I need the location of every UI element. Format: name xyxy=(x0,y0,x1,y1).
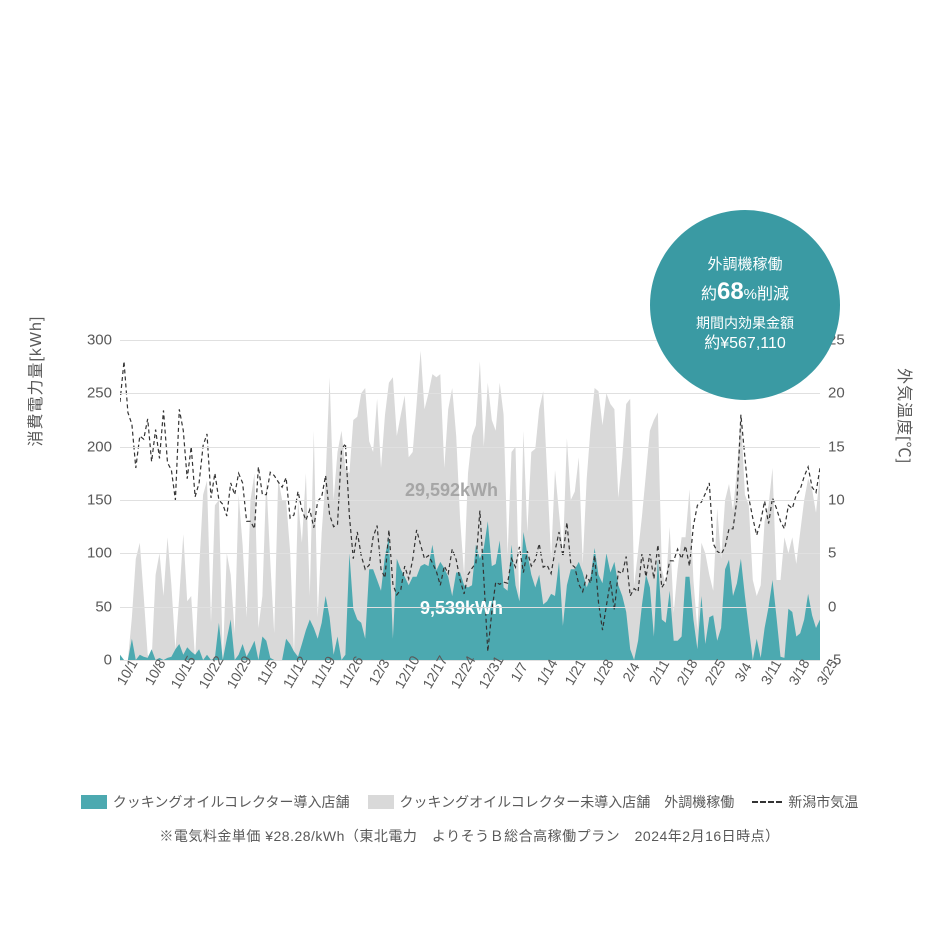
y-left-tick: 200 xyxy=(87,438,112,455)
x-axis: 10/110/810/1510/2210/2911/511/1211/1911/… xyxy=(120,660,820,720)
x-tick: 1/28 xyxy=(589,656,616,688)
y-axis-right: -50510152025 xyxy=(822,340,880,660)
series-gray-total: 29,592kWh xyxy=(405,480,498,501)
x-tick: 3/25 xyxy=(813,656,840,688)
badge-line2: 約68%削減 xyxy=(701,276,789,308)
legend-label: クッキングオイルコレクター未導入店舗 外調機稼働 xyxy=(400,792,735,812)
y-left-tick: 300 xyxy=(87,332,112,349)
legend-item: クッキングオイルコレクター導入店舗 xyxy=(81,792,350,812)
x-tick: 3/18 xyxy=(785,656,812,688)
y-left-label: 消費電力量[kWh] xyxy=(22,316,46,447)
badge-percent-unit: % xyxy=(744,286,757,303)
grid-line xyxy=(120,447,820,448)
legend: クッキングオイルコレクター導入店舗 クッキングオイルコレクター未導入店舗 外調機稼… xyxy=(0,792,939,812)
y-axis-left: 050100150200250300 xyxy=(60,340,118,660)
grid-line xyxy=(120,553,820,554)
y-right-tick: 0 xyxy=(828,598,836,615)
x-tick: 1/14 xyxy=(533,656,560,688)
badge-yen-value: ¥567,110 xyxy=(720,335,786,352)
badge-line4: 約¥567,110 xyxy=(704,333,786,355)
x-tick: 2/4 xyxy=(619,660,643,685)
grid-line xyxy=(120,607,820,608)
y-left-tick: 100 xyxy=(87,545,112,562)
y-left-tick: 50 xyxy=(95,598,112,615)
legend-dash xyxy=(752,801,782,803)
y-left-tick: 0 xyxy=(104,652,112,669)
x-tick: 2/25 xyxy=(701,656,728,688)
x-tick: 1/21 xyxy=(561,656,588,688)
x-tick: 2/11 xyxy=(645,657,672,688)
y-right-tick: 20 xyxy=(828,385,845,402)
x-tick: 11/5 xyxy=(253,657,280,688)
y-left-tick: 150 xyxy=(87,492,112,509)
y-right-tick: 10 xyxy=(828,492,845,509)
badge-about-2: 約 xyxy=(704,335,720,352)
legend-item: クッキングオイルコレクター未導入店舗 外調機稼働 xyxy=(368,792,735,812)
y-right-tick: 5 xyxy=(828,545,836,562)
footnote: ※電気料金単価 ¥28.28/kWh（東北電力 よりそうＢ総合高稼働プラン 20… xyxy=(0,826,939,846)
badge-about-1: 約 xyxy=(701,286,717,303)
x-tick: 10/1 xyxy=(113,656,140,688)
x-tick: 3/11 xyxy=(757,657,784,688)
legend-swatch xyxy=(368,795,394,809)
grid-line xyxy=(120,500,820,501)
y-right-label: 外気温度[℃] xyxy=(894,368,918,464)
badge-reduce: 削減 xyxy=(757,286,789,303)
series-teal-total: 9,539kWh xyxy=(420,598,503,619)
result-badge: 外調機稼働 約68%削減 期間内効果金額 約¥567,110 xyxy=(650,210,840,400)
badge-line3: 期間内効果金額 xyxy=(696,314,794,333)
x-tick: 12/3 xyxy=(365,656,392,688)
legend-label: クッキングオイルコレクター導入店舗 xyxy=(113,792,350,812)
x-tick: 2/18 xyxy=(673,656,700,688)
legend-swatch xyxy=(81,795,107,809)
x-tick: 1/7 xyxy=(507,660,531,685)
x-tick: 10/8 xyxy=(141,656,168,688)
y-right-tick: 15 xyxy=(828,438,845,455)
legend-item: 新潟市気温 xyxy=(752,792,858,812)
badge-percent-value: 68 xyxy=(717,278,744,305)
badge-line1: 外調機稼働 xyxy=(707,255,782,275)
y-left-tick: 250 xyxy=(87,385,112,402)
x-tick: 3/4 xyxy=(731,660,755,685)
legend-label: 新潟市気温 xyxy=(788,792,858,812)
